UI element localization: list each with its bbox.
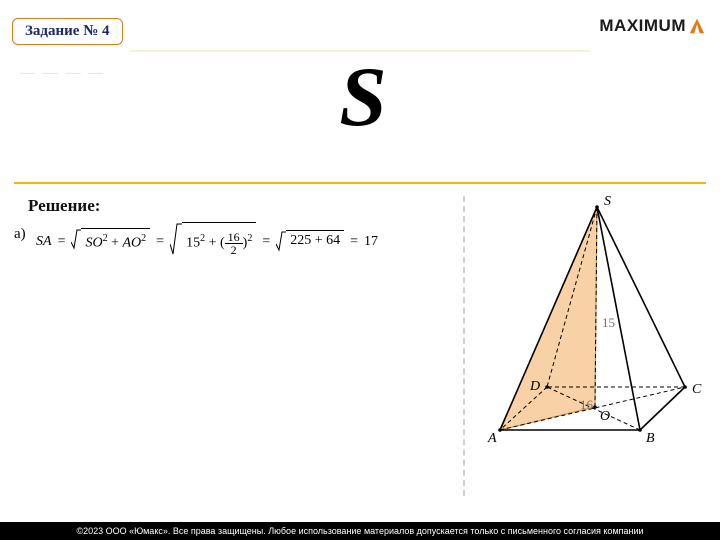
r3a: 225 bbox=[290, 233, 311, 248]
r2a: 15 bbox=[186, 236, 200, 251]
svg-text:C: C bbox=[692, 382, 702, 397]
math-expression: SA = SO2 + AO2 = 152 + (162)2 = 225 + bbox=[36, 222, 378, 262]
r1b: AO bbox=[123, 236, 142, 251]
brand-logo: MAXIMUM bbox=[599, 16, 706, 36]
footer-copyright: ©2023 ООО «Юмакс». Все права защищены. Л… bbox=[0, 522, 720, 540]
svg-text:D: D bbox=[529, 379, 540, 394]
svg-text:S: S bbox=[604, 194, 611, 209]
frac-num: 16 bbox=[225, 231, 243, 244]
math-eq2: = bbox=[156, 234, 164, 250]
task-badge: Задание № 4 bbox=[12, 18, 123, 45]
math-eq3: = bbox=[262, 234, 270, 250]
svg-text:16: 16 bbox=[580, 397, 594, 412]
pyramid-diagram: S A B C D O 15 16 bbox=[480, 195, 700, 455]
math-result: 17 bbox=[364, 234, 378, 250]
svg-text:O: O bbox=[600, 409, 610, 424]
svg-text:A: A bbox=[487, 431, 497, 446]
big-s-graphic: S bbox=[0, 55, 720, 140]
sqrt-2: 152 + (162)2 bbox=[170, 222, 256, 262]
r3b: 64 bbox=[326, 233, 340, 248]
vertical-divider bbox=[463, 196, 465, 496]
sqrt-1: SO2 + AO2 bbox=[71, 228, 150, 256]
svg-text:B: B bbox=[646, 431, 655, 446]
math-lhs: SA bbox=[36, 234, 52, 250]
svg-text:15: 15 bbox=[602, 315, 615, 330]
solution-label: Решение: bbox=[28, 196, 100, 216]
logo-text: MAXIMUM bbox=[599, 16, 686, 36]
part-letter: а) bbox=[14, 226, 26, 243]
logo-icon bbox=[688, 17, 706, 35]
frac-den: 2 bbox=[228, 244, 240, 256]
r1a: SO bbox=[85, 236, 102, 251]
math-eq4: = bbox=[350, 234, 358, 250]
sqrt-3: 225 + 64 bbox=[276, 230, 344, 253]
separator-accent bbox=[14, 182, 706, 184]
math-eq1: = bbox=[58, 234, 66, 250]
